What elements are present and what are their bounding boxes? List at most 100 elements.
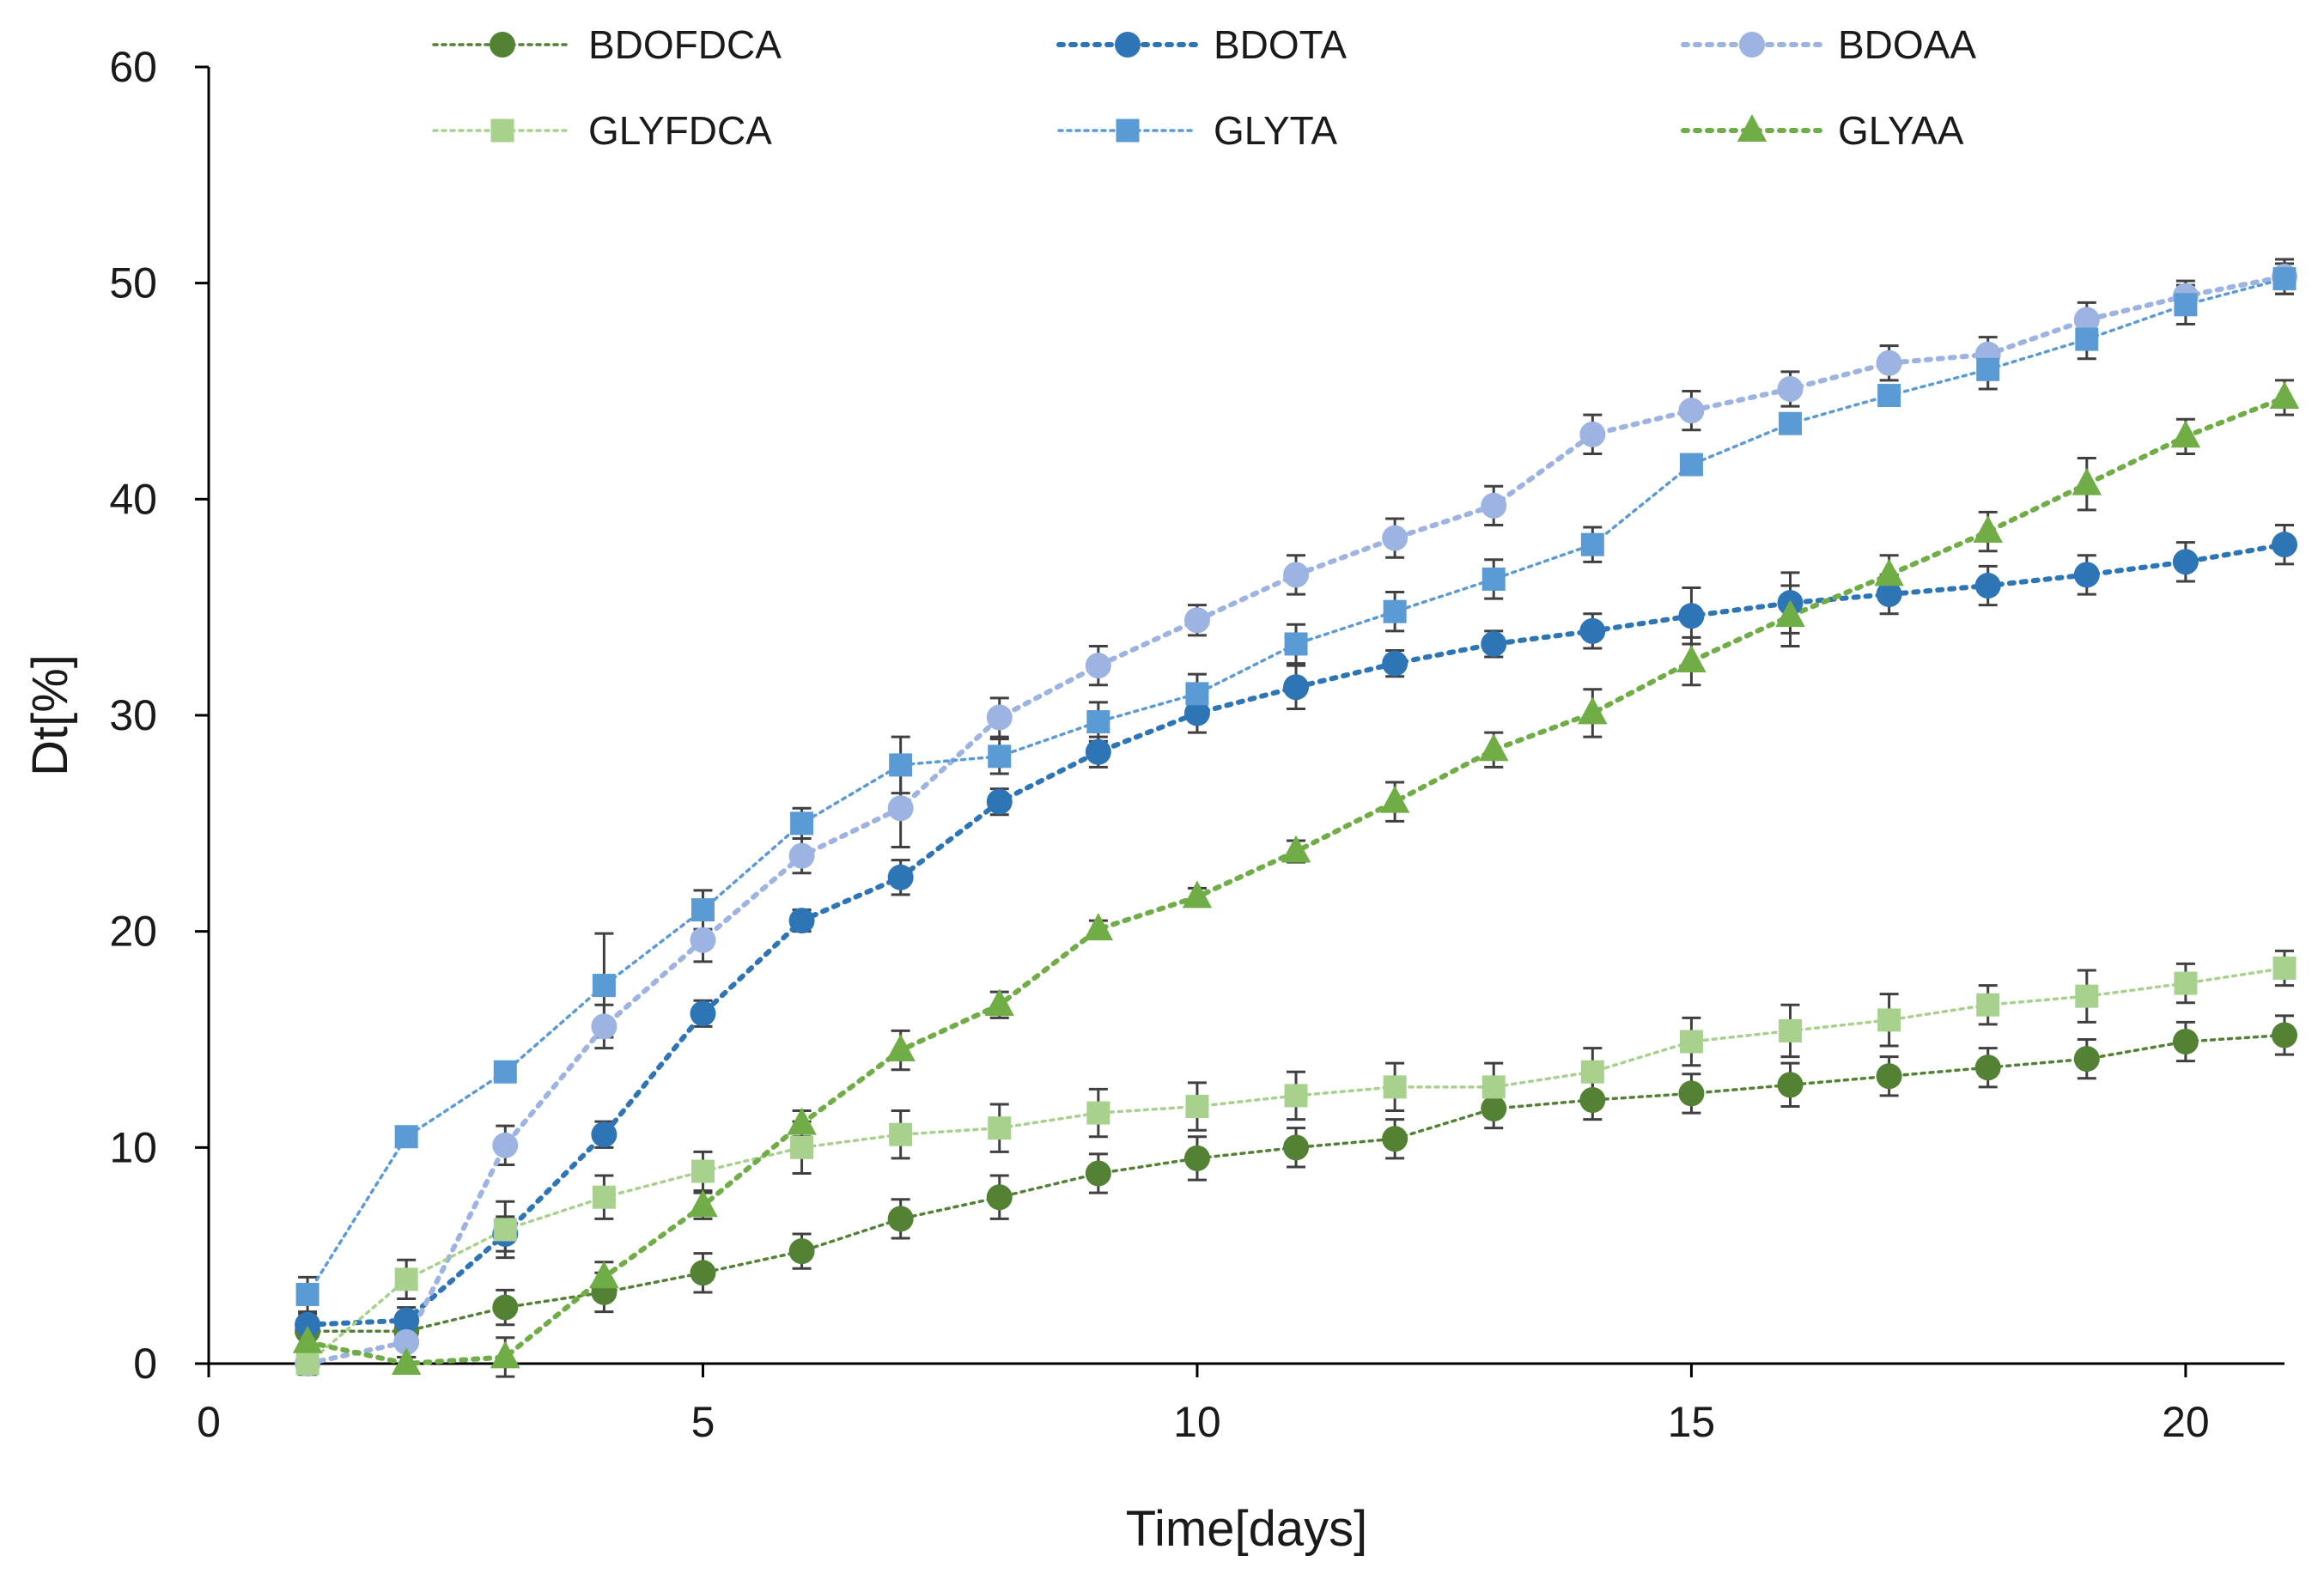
data-point-glyaa <box>1578 696 1608 725</box>
data-point-glyfdca <box>1086 1101 1110 1125</box>
data-point-glyfdca <box>1679 1030 1703 1054</box>
data-point-bdoaa <box>591 1013 618 1040</box>
data-point-bdoaa <box>690 927 716 953</box>
data-point-glyta <box>1976 357 2000 381</box>
data-point-bdoaa <box>1579 421 1606 447</box>
data-point-glyaa <box>490 1340 520 1369</box>
data-point-bdoaa <box>986 704 1013 731</box>
data-point-bdota <box>1481 630 1507 657</box>
data-point-glyfdca <box>493 1218 517 1242</box>
data-point-glyfdca <box>691 1159 715 1183</box>
x-tick-label: 20 <box>2162 1398 2210 1446</box>
data-point-bdota <box>1382 650 1408 677</box>
data-point-bdoaa <box>1876 349 1902 376</box>
data-point-glyta <box>1580 532 1604 556</box>
data-point-glyfdca <box>1481 1075 1506 1099</box>
data-point-glyfdca <box>790 1135 814 1159</box>
data-point-glyaa <box>1379 785 1410 813</box>
legend-label: BDOAA <box>1838 22 1976 67</box>
x-axis-title: Time[days] <box>1126 1501 1367 1557</box>
data-point-bdofdca <box>2073 1046 2100 1073</box>
data-point-glyta <box>295 1282 319 1306</box>
data-point-bdota <box>1974 573 2001 599</box>
data-point-bdofdca <box>690 1260 716 1286</box>
legend-label: GLYTA <box>1214 108 1337 153</box>
data-point-glyta <box>1284 632 1308 656</box>
y-tick-label: 40 <box>109 475 157 523</box>
legend-marker <box>1739 32 1765 58</box>
data-point-bdofdca <box>1085 1160 1111 1187</box>
data-point-bdofdca <box>1678 1080 1705 1107</box>
data-point-glyfdca <box>2272 956 2297 980</box>
data-point-bdofdca <box>1974 1054 2001 1081</box>
data-point-glyfdca <box>988 1116 1012 1140</box>
legend-marker <box>490 32 515 58</box>
data-point-bdota <box>1876 581 1902 608</box>
data-point-glyaa <box>1973 515 2003 544</box>
data-point-bdota <box>1579 617 1606 644</box>
data-point-glyta <box>889 753 913 777</box>
data-point-bdota <box>1678 603 1705 629</box>
data-point-bdoaa <box>2073 307 2100 333</box>
x-tick-label: 15 <box>1668 1398 1716 1446</box>
data-point-glyfdca <box>592 1185 616 1209</box>
data-point-bdota <box>2073 562 2100 588</box>
x-tick-label: 5 <box>691 1398 715 1446</box>
data-point-glyta <box>1679 453 1703 477</box>
data-point-glyta <box>1779 411 1803 435</box>
data-point-bdofdca <box>1382 1126 1408 1152</box>
data-point-glyaa <box>589 1261 619 1289</box>
y-tick-label: 50 <box>109 259 157 307</box>
data-point-bdota <box>1183 700 1210 726</box>
data-point-glyfdca <box>1976 993 2000 1017</box>
data-point-glyaa <box>1874 558 1904 586</box>
legend-item-glyaa: GLYAA <box>1681 108 1964 153</box>
legend-label: GLYAA <box>1838 108 1964 153</box>
data-point-glyfdca <box>394 1267 418 1291</box>
data-point-bdofdca <box>492 1294 519 1321</box>
data-point-bdoaa <box>1085 653 1111 679</box>
data-point-glyaa <box>688 1189 718 1218</box>
legend-item-glyfdca: GLYFDCA <box>432 108 772 153</box>
data-point-bdofdca <box>986 1184 1013 1211</box>
data-point-glyta <box>2174 293 2198 317</box>
data-point-glyaa <box>1775 599 1805 628</box>
data-point-bdofdca <box>2172 1029 2199 1055</box>
data-point-glyaa <box>1478 733 1509 762</box>
error-bars <box>298 258 2294 1378</box>
data-point-glyaa <box>885 1034 916 1062</box>
data-point-glyaa <box>984 988 1015 1017</box>
data-point-bdofdca <box>887 1206 914 1232</box>
data-point-glyaa <box>1182 880 1213 908</box>
legend-marker <box>490 118 514 143</box>
axes: 0 10 20 30 40 50 60 0 5 10 15 20 <box>109 43 2284 1446</box>
y-tick-label: 60 <box>109 43 157 91</box>
y-axis-title: Dt[%] <box>22 654 78 776</box>
data-point-glyfdca <box>889 1122 913 1146</box>
data-point-bdota <box>788 908 815 934</box>
legend-item-bdota: BDOTA <box>1056 22 1347 67</box>
data-point-bdofdca <box>1481 1096 1507 1122</box>
data-point-bdota <box>2272 532 2297 558</box>
legend-marker <box>1115 32 1141 58</box>
data-point-glyfdca <box>1877 1008 1901 1032</box>
data-point-bdofdca <box>1777 1072 1804 1098</box>
data-point-glyta <box>691 898 715 921</box>
data-point-glyta <box>1185 682 1209 706</box>
x-tick-label: 0 <box>197 1398 221 1446</box>
data-point-glyta <box>2075 327 2099 351</box>
legend-item-bdofdca: BDOFDCA <box>432 22 782 67</box>
data-point-bdota <box>690 1000 716 1027</box>
data-point-glyta <box>790 811 814 836</box>
legend-label: GLYFDCA <box>588 108 772 153</box>
data-point-bdoaa <box>393 1328 420 1355</box>
y-tick-label: 0 <box>133 1340 157 1388</box>
legend-label: BDOFDCA <box>588 22 782 67</box>
data-point-glyaa <box>1676 645 1706 673</box>
data-point-glyfdca <box>2174 971 2198 995</box>
data-point-glyta <box>1877 384 1901 408</box>
data-point-glyfdca <box>1383 1075 1407 1099</box>
data-point-bdoaa <box>492 1132 519 1158</box>
data-point-bdoaa <box>1382 525 1408 551</box>
